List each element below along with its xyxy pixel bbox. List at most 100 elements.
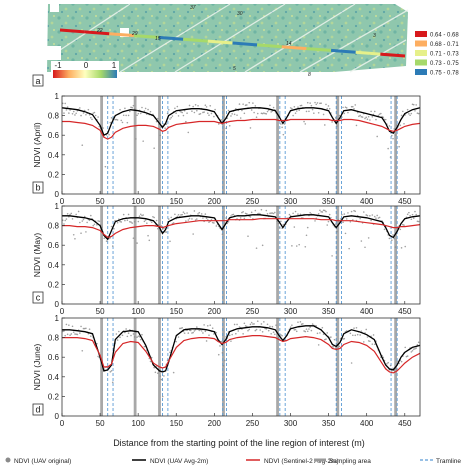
y-tick-label: 0.4 <box>48 261 60 270</box>
uav-original-point <box>347 111 349 114</box>
uav-original-point <box>214 108 216 111</box>
uav-original-point <box>274 211 276 214</box>
roi-segment <box>355 50 381 56</box>
uav-original-point <box>192 233 194 235</box>
uav-original-point <box>75 333 77 336</box>
uav-original-point <box>255 116 258 119</box>
legend-label: Tramline <box>436 458 461 465</box>
colorbar: -1 0 1 <box>51 61 119 79</box>
x-tick-label: 450 <box>398 419 412 428</box>
uav-original-point <box>360 240 363 242</box>
uav-original-point <box>248 328 251 331</box>
uav-original-point <box>188 104 191 107</box>
uav-original-point <box>366 336 369 338</box>
uav-original-point <box>131 222 134 224</box>
uav-original-point <box>355 326 358 329</box>
uav-original-point <box>336 230 338 233</box>
uav-original-point <box>387 147 389 150</box>
uav-original-point <box>338 345 341 348</box>
uav-original-point <box>150 221 153 223</box>
uav-original-point <box>309 326 311 328</box>
uav-original-point <box>345 107 348 109</box>
uav-original-point <box>406 355 409 357</box>
uav-original-point <box>192 331 194 334</box>
uav-original-point <box>309 102 311 104</box>
uav-original-point <box>255 247 258 249</box>
uav-original-point <box>183 212 186 215</box>
uav-original-point <box>292 212 294 215</box>
map-legend-label: 0.75 - 0.78 <box>430 71 459 77</box>
uav-original-point <box>181 111 183 114</box>
sampling-area-bar <box>276 206 279 304</box>
uav-original-point <box>373 215 376 218</box>
uav-original-points <box>61 208 420 267</box>
uav-original-point <box>119 220 121 223</box>
uav-original-point <box>149 110 152 113</box>
uav-original-point <box>356 111 359 114</box>
uav-original-point <box>119 336 121 339</box>
uav-original-point <box>64 219 66 222</box>
uav-original-point <box>405 355 408 358</box>
uav-original-point <box>417 112 420 115</box>
uav-original-point <box>69 109 71 111</box>
uav-original-point <box>160 378 163 381</box>
uav-original-point <box>391 370 393 372</box>
uav-original-point <box>227 109 230 112</box>
uav-original-point <box>79 332 81 334</box>
uav-original-point <box>400 114 403 117</box>
uav-original-point <box>166 359 169 362</box>
uav-original-point <box>288 213 291 216</box>
uav-original-point <box>400 360 403 363</box>
uav-original-point <box>98 220 101 223</box>
uav-original-point <box>359 217 361 220</box>
y-tick-label: 0 <box>55 190 60 199</box>
uav-original-point <box>400 247 403 249</box>
uav-original-point <box>320 102 322 105</box>
legend-label: NDVI (Sentinel-2 Avg-2m) <box>264 458 339 465</box>
uav-original-point <box>336 125 338 127</box>
uav-original-point <box>221 233 224 236</box>
sampling-area-bar <box>336 318 340 416</box>
uav-original-point <box>74 333 76 335</box>
uav-original-point <box>243 112 246 115</box>
uav-original-point <box>116 221 119 224</box>
uav-original-point <box>180 111 182 113</box>
uav-original-point <box>236 114 238 116</box>
panel-b: 0 0.2 0.4 0.6 0.8 1 0 50 100 150 200 250 300 350 400 45… <box>32 92 421 206</box>
uav-original-point <box>249 216 252 218</box>
uav-original-point <box>364 246 366 249</box>
uav-original-point <box>153 147 155 150</box>
uav-original-point <box>245 104 248 106</box>
uav-original-point <box>344 232 347 235</box>
uav-original-point <box>222 364 225 367</box>
uav-original-point <box>147 108 149 111</box>
uav-original-point <box>305 234 308 237</box>
uav-original-point <box>66 106 69 108</box>
uav-original-point <box>309 211 311 214</box>
y-tick-label: 1 <box>55 92 60 101</box>
uav-original-point <box>208 221 210 224</box>
uav-original-point <box>241 211 243 214</box>
uav-original-point <box>239 217 242 219</box>
uav-original-point <box>217 123 220 125</box>
uav-original-point <box>193 330 196 332</box>
uav-original-point <box>404 346 407 349</box>
uav-original-point <box>277 222 280 225</box>
x-tick-label: 300 <box>284 419 298 428</box>
uav-original-point <box>230 115 232 117</box>
uav-original-point <box>215 331 218 334</box>
uav-original-point <box>360 330 363 332</box>
uav-original-point <box>314 101 316 104</box>
uav-original-point <box>81 220 84 222</box>
colorbar-tick: -1 <box>54 61 62 70</box>
uav-original-point <box>205 340 208 342</box>
uav-original-point <box>188 329 191 332</box>
uav-original-point <box>93 223 96 226</box>
uav-original-point <box>341 213 343 216</box>
uav-original-point <box>343 112 346 115</box>
uav-original-point <box>304 246 307 248</box>
uav-original-point <box>411 103 414 106</box>
y-tick-label: 0 <box>55 412 60 421</box>
uav-original-point <box>297 106 299 108</box>
uav-original-point <box>297 321 299 323</box>
